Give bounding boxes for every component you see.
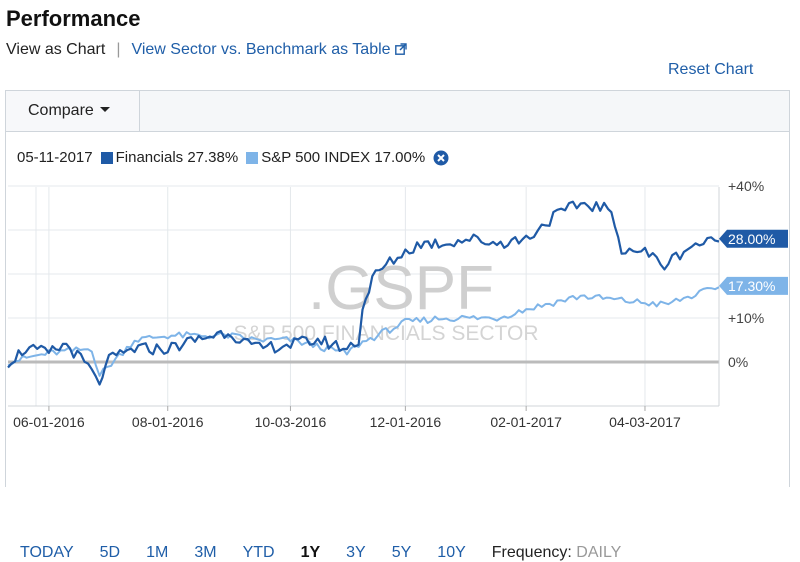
watermark-symbol: .GSPF — [308, 254, 494, 323]
chart-toolbar: Compare — [6, 91, 789, 132]
y-tick-0: 0% — [728, 354, 748, 370]
last-value-label-1: 17.30% — [728, 278, 775, 294]
y-tick-10: +10% — [728, 310, 764, 326]
range-1y-button[interactable]: 1Y — [300, 544, 321, 561]
last-value-tag-1 — [719, 276, 788, 295]
chart-panel: Compare 05-11-2017 Financials 27.38% S&P… — [5, 90, 791, 561]
range-10y-button[interactable]: 10Y — [437, 544, 466, 561]
separator: | — [116, 41, 121, 58]
external-link-icon[interactable] — [394, 43, 407, 55]
range-5d-button[interactable]: 5D — [99, 544, 121, 561]
x-tick-label-2: 10-03-2016 — [255, 414, 327, 430]
legend-swatch-financials — [100, 151, 113, 164]
remove-comparison-icon[interactable] — [433, 150, 449, 166]
view-as-chart-label: View as Chart — [6, 41, 106, 58]
reset-chart-link[interactable]: Reset Chart — [668, 61, 754, 78]
view-as-table-link[interactable]: View Sector vs. Benchmark as Table — [131, 41, 391, 58]
y-tick-40: +40% — [728, 178, 764, 194]
last-value-label-0: 28.00% — [728, 231, 775, 247]
x-tick-label-0: 06-01-2016 — [13, 414, 85, 430]
legend-swatch-sp500 — [246, 151, 259, 164]
view-switcher: View as Chart | View Sector vs. Benchmark … — [6, 41, 407, 59]
page-title: Performance — [6, 6, 141, 31]
range-ytd-button[interactable]: YTD — [242, 544, 275, 561]
range-5y-button[interactable]: 5Y — [391, 544, 412, 561]
x-tick-label-3: 12-01-2016 — [370, 414, 442, 430]
range-3m-button[interactable]: 3M — [194, 544, 217, 561]
legend-item-sp500: S&P 500 INDEX 17.00% — [246, 149, 425, 166]
compare-label: Compare — [28, 102, 94, 119]
x-tick-label-5: 04-03-2017 — [609, 414, 681, 430]
legend-label-sp500: S&P 500 INDEX 17.00% — [261, 149, 426, 166]
chart-legend: 05-11-2017 Financials 27.38% S&P 500 IND… — [17, 149, 449, 166]
frequency-value[interactable]: DAILY — [576, 544, 622, 561]
range-today-button[interactable]: TODAY — [20, 544, 74, 561]
caret-down-icon — [99, 107, 110, 112]
x-tick-label-1: 08-01-2016 — [132, 414, 204, 430]
range-3y-button[interactable]: 3Y — [346, 544, 366, 561]
range-1m-button[interactable]: 1M — [146, 544, 169, 561]
legend-item-financials: Financials 27.38% — [100, 149, 239, 166]
last-value-tag-0 — [719, 229, 788, 248]
frequency-label: Frequency: — [491, 544, 572, 561]
legend-date: 05-11-2017 — [17, 149, 93, 166]
watermark-name: S&P 500 FINANCIALS SECTOR — [233, 322, 538, 345]
series-line-sp500 — [7, 286, 720, 377]
compare-button[interactable]: Compare — [6, 91, 140, 131]
x-tick-label-4: 02-01-2017 — [490, 414, 562, 430]
series-line-financials — [7, 200, 720, 386]
time-range-bar: TODAY 5D 1M 3M YTD 1Y 3Y 5Y 10Y Frequency: DAILY — [20, 544, 621, 562]
legend-label-financials: Financials 27.38% — [115, 149, 239, 166]
